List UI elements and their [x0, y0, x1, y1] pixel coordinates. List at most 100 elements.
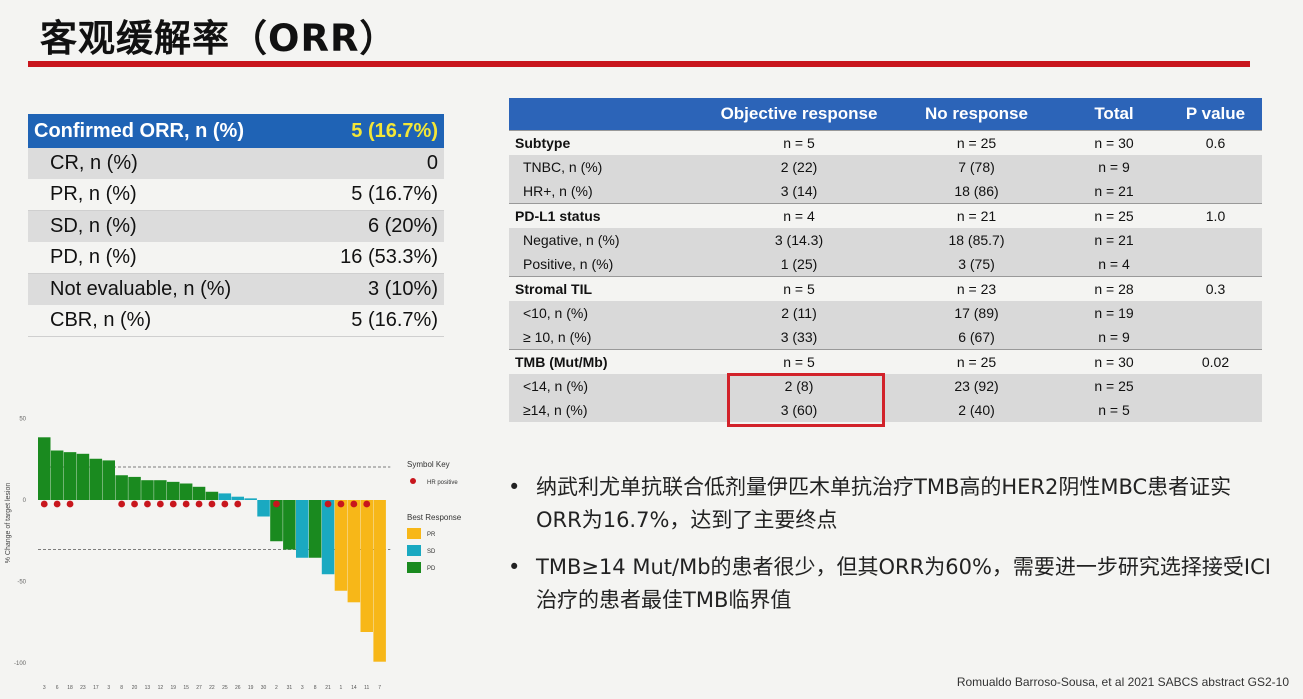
waterfall-bar — [128, 476, 141, 500]
x-tick-label: 13 — [145, 685, 151, 691]
subgroup-value-cell: 17 (89) — [894, 301, 1059, 325]
x-tick-label: 2 — [275, 685, 278, 691]
x-tick-label: 19 — [248, 685, 254, 691]
waterfall-bar — [63, 452, 77, 500]
subgroup-value-cell: 3 (14.3) — [704, 228, 894, 252]
hr-positive-marker — [53, 500, 61, 508]
legend-hr-label: HR positive — [427, 480, 458, 486]
subgroup-label-cell: Positive, n (%) — [509, 252, 704, 277]
subgroup-label-cell: Negative, n (%) — [509, 228, 704, 252]
orr-row-value: 16 (53.3%) — [308, 242, 444, 274]
legend-response-title: Best Response — [407, 513, 462, 522]
subgroup-value-cell: n = 5 — [704, 349, 894, 374]
subgroup-value-cell: n = 25 — [1059, 203, 1169, 228]
waterfall-bar — [296, 500, 309, 558]
title-underline — [28, 61, 1250, 67]
subgroup-value-cell: n = 19 — [1059, 301, 1169, 325]
x-tick-label: 20 — [132, 685, 138, 691]
subgroup-row: TNBC, n (%) 2 (22) 7 (78) n = 9 — [509, 155, 1262, 179]
subgroup-value-cell: 18 (85.7) — [894, 228, 1059, 252]
x-tick-label: 17 — [93, 685, 99, 691]
orr-row-value: 3 (10%) — [308, 273, 444, 305]
subgroup-value-cell: n = 9 — [1059, 325, 1169, 350]
subgroup-label-cell: PD-L1 status — [509, 203, 704, 228]
waterfall-bar — [38, 437, 51, 500]
waterfall-bar — [334, 500, 348, 591]
waterfall-bar — [154, 480, 167, 500]
subgroup-value-cell: n = 28 — [1059, 276, 1169, 301]
subgroup-value-cell: 0.3 — [1169, 276, 1262, 301]
legend-pd-label: PD — [427, 566, 436, 572]
hr-positive-marker — [40, 500, 48, 508]
x-tick-label: 14 — [351, 685, 357, 691]
subgroup-value-cell: n = 21 — [894, 203, 1059, 228]
x-tick-label: 3 — [43, 685, 46, 691]
y-tick-label: 0 — [23, 498, 27, 504]
x-tick-label: 11 — [364, 685, 369, 691]
waterfall-bar — [373, 500, 386, 662]
x-tick-label: 3 — [107, 685, 110, 691]
subgroup-label-cell: ≥14, n (%) — [509, 398, 704, 422]
subgroup-value-cell: n = 5 — [1059, 398, 1169, 422]
subgroup-value-cell: 1.0 — [1169, 203, 1262, 228]
hr-positive-marker — [234, 500, 242, 508]
subgroup-header-cell: P value — [1169, 98, 1262, 131]
subgroup-value-cell: n = 30 — [1059, 349, 1169, 374]
subgroup-value-cell: 7 (78) — [894, 155, 1059, 179]
waterfall-bar — [167, 481, 180, 500]
bullet-dot-icon: • — [508, 555, 521, 579]
orr-table: Confirmed ORR, n (%) 5 (16.7%) CR, n (%)… — [28, 114, 444, 337]
orr-row-value: 5 (16.7%) — [308, 179, 444, 211]
legend-pr-swatch — [407, 528, 421, 539]
waterfall-bar — [50, 450, 64, 500]
x-tick-label: 12 — [158, 685, 164, 691]
hr-positive-marker — [118, 500, 126, 508]
citation: Romualdo Barroso-Sousa, et al 2021 SABCS… — [956, 675, 1289, 689]
legend-hr-marker-icon — [410, 478, 416, 484]
hr-positive-marker — [144, 500, 151, 508]
subgroup-value-cell: 2 (11) — [704, 301, 894, 325]
orr-header-label: Confirmed ORR, n (%) — [28, 114, 309, 148]
legend-pr-label: PR — [427, 532, 436, 538]
subgroup-label-cell: TMB (Mut/Mb) — [509, 349, 704, 374]
waterfall-bar — [321, 500, 335, 575]
x-tick-label: 25 — [222, 685, 228, 691]
x-tick-label: 23 — [80, 685, 86, 691]
subgroup-value-cell: 3 (60) — [704, 398, 894, 422]
subgroup-label-cell: <10, n (%) — [509, 301, 704, 325]
subgroup-label-cell: Subtype — [509, 130, 704, 155]
hr-positive-marker — [182, 500, 190, 508]
x-tick-label: 6 — [56, 685, 59, 691]
subgroup-value-cell: n = 25 — [894, 349, 1059, 374]
orr-row-label: Not evaluable, n (%) — [28, 273, 309, 305]
subgroup-header-cell: Objective response — [704, 98, 894, 131]
subgroup-row: ≥ 10, n (%) 3 (33) 6 (67) n = 9 — [509, 325, 1262, 350]
subgroup-header-cell — [509, 98, 704, 131]
waterfall-bar — [270, 500, 283, 542]
orr-header-value: 5 (16.7%) — [308, 114, 444, 148]
y-tick-label: -50 — [17, 580, 26, 586]
x-tick-label: 15 — [183, 685, 189, 691]
subgroup-row: HR+, n (%) 3 (14) 18 (86) n = 21 — [509, 179, 1262, 204]
x-tick-label: 30 — [261, 685, 267, 691]
legend-sd-label: SD — [427, 549, 436, 555]
subgroup-value-cell — [1169, 228, 1262, 252]
y-tick-label: 50 — [19, 417, 26, 423]
x-tick-label: 31 — [287, 685, 293, 691]
subgroup-table: Objective response No response Total P v… — [509, 98, 1262, 422]
orr-row-cr: CR, n (%) 0 — [28, 148, 444, 179]
subgroup-value-cell: n = 25 — [894, 130, 1059, 155]
subgroup-label-cell: <14, n (%) — [509, 374, 704, 398]
subgroup-value-cell: n = 21 — [1059, 179, 1169, 204]
subgroup-value-cell: 1 (25) — [704, 252, 894, 277]
hr-positive-marker — [195, 500, 203, 508]
waterfall-bar — [76, 453, 90, 500]
x-tick-label: 8 — [314, 685, 317, 691]
x-tick-label: 26 — [235, 685, 241, 691]
subgroup-row: <14, n (%) 2 (8) 23 (92) n = 25 — [509, 374, 1262, 398]
waterfall-bar — [283, 500, 296, 550]
orr-header-row: Confirmed ORR, n (%) 5 (16.7%) — [28, 114, 444, 148]
